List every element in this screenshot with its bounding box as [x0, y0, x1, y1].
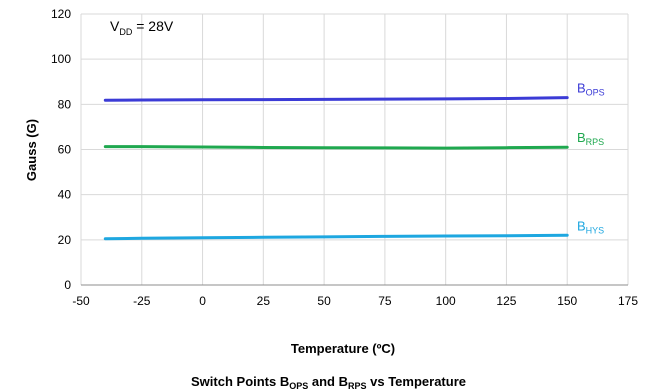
series-lines	[103, 96, 569, 241]
grid-lines	[80, 13, 629, 286]
x-tick-label: -25	[133, 294, 151, 308]
vdd-annotation: VDD = 28V	[110, 18, 174, 37]
y-tick-label: 120	[51, 7, 71, 21]
chart-caption: Switch Points BOPS and BRPS vs Temperatu…	[0, 374, 657, 391]
x-tick-labels: -50 -25 0 25 50 75 100 125 150 175	[72, 294, 638, 308]
caption-part-a: Switch Points B	[191, 374, 290, 389]
vdd-annotation-main: V	[110, 18, 120, 34]
y-tick-label: 40	[58, 188, 72, 202]
series-line-rps	[103, 145, 569, 150]
x-tick-label: 75	[378, 294, 392, 308]
x-axis-title: Temperature (ºC)	[291, 341, 395, 356]
series-label-main: B	[577, 130, 586, 145]
y-tick-labels: 0 20 40 60 80 100 120	[51, 7, 71, 292]
y-tick-label: 100	[51, 52, 71, 66]
y-tick-label: 60	[58, 143, 72, 157]
caption-part-c: vs Temperature	[366, 374, 466, 389]
series-label-main: B	[577, 81, 586, 96]
caption-part-b: and B	[308, 374, 348, 389]
series-label-sub: RPS	[586, 137, 605, 147]
series-line-hys	[103, 233, 569, 241]
caption-sub-ops: OPS	[289, 381, 309, 391]
series-label-main: B	[577, 218, 586, 233]
y-tick-label: 80	[58, 97, 72, 111]
x-tick-label: -50	[72, 294, 90, 308]
x-tick-label: 50	[317, 294, 331, 308]
x-tick-label: 25	[257, 294, 271, 308]
x-tick-label: 100	[436, 294, 456, 308]
series-label-rps: BRPS	[577, 130, 604, 147]
y-tick-label: 0	[64, 278, 71, 292]
x-tick-label: 175	[618, 294, 638, 308]
vdd-annotation-sub: DD	[119, 27, 132, 37]
series-line-ops	[103, 96, 569, 102]
caption-sub-rps: RPS	[348, 381, 367, 391]
y-axis-title: Gauss (G)	[24, 119, 39, 181]
vdd-annotation-rest: = 28V	[132, 18, 174, 34]
x-tick-label: 150	[557, 294, 577, 308]
series-label-ops: BOPS	[577, 81, 605, 98]
y-tick-label: 20	[58, 233, 72, 247]
series-label-sub: OPS	[586, 88, 605, 98]
x-tick-label: 125	[496, 294, 516, 308]
x-tick-label: 0	[199, 294, 206, 308]
series-label-hys: BHYS	[577, 218, 604, 235]
series-label-sub: HYS	[586, 225, 605, 235]
